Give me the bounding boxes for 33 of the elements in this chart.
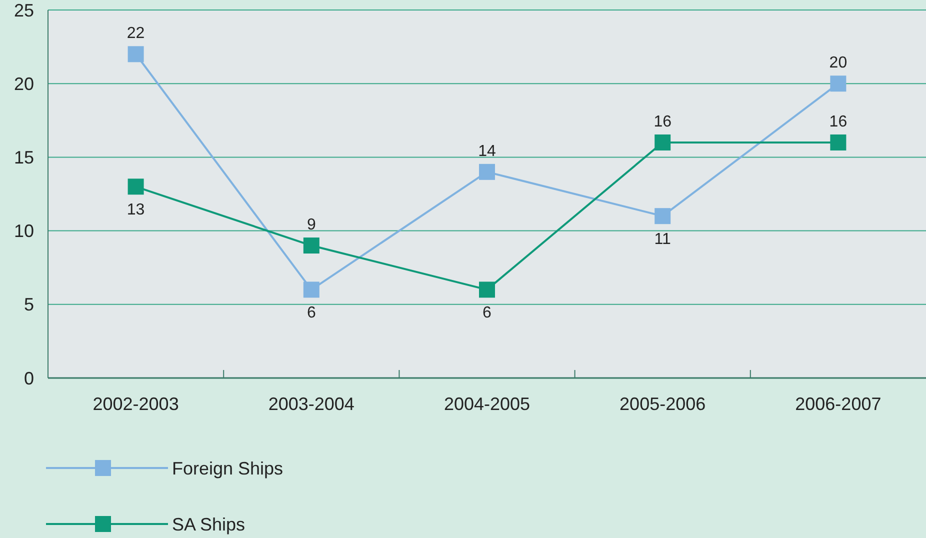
legend-label: SA Ships xyxy=(172,514,246,534)
point xyxy=(128,46,144,62)
point xyxy=(654,208,671,224)
x-tick-label: 2004-2005 xyxy=(444,394,530,414)
point xyxy=(479,164,495,180)
data-label: 11 xyxy=(654,231,672,248)
data-label: 22 xyxy=(126,25,145,42)
point xyxy=(830,134,846,150)
data-label: 14 xyxy=(478,142,496,160)
y-tick-label: 5 xyxy=(24,294,34,315)
x-tick-label: 2006-2007 xyxy=(795,394,882,414)
y-tick-label: 0 xyxy=(24,368,34,388)
y-tick-label: 20 xyxy=(14,74,34,94)
y-tick-label: 15 xyxy=(14,148,34,168)
legend-label: Foreign Ships xyxy=(172,458,284,478)
data-label: 20 xyxy=(829,54,848,72)
point xyxy=(479,282,495,298)
data-label: 6 xyxy=(482,304,492,322)
x-tick-label: 2003-2004 xyxy=(268,394,354,414)
point xyxy=(654,134,671,150)
x-tick-label: 2005-2006 xyxy=(620,394,706,414)
point xyxy=(303,238,320,254)
point xyxy=(830,76,846,92)
point xyxy=(303,282,320,298)
y-tick-label: 25 xyxy=(14,0,34,20)
data-label: 9 xyxy=(306,216,316,234)
data-label: 6 xyxy=(306,304,316,322)
point xyxy=(128,178,144,195)
y-tick-label: 10 xyxy=(14,221,34,242)
data-label: 16 xyxy=(654,113,672,130)
x-tick-label: 2002-2003 xyxy=(92,394,179,414)
data-label: 13 xyxy=(126,202,145,219)
data-label: 16 xyxy=(829,113,848,130)
